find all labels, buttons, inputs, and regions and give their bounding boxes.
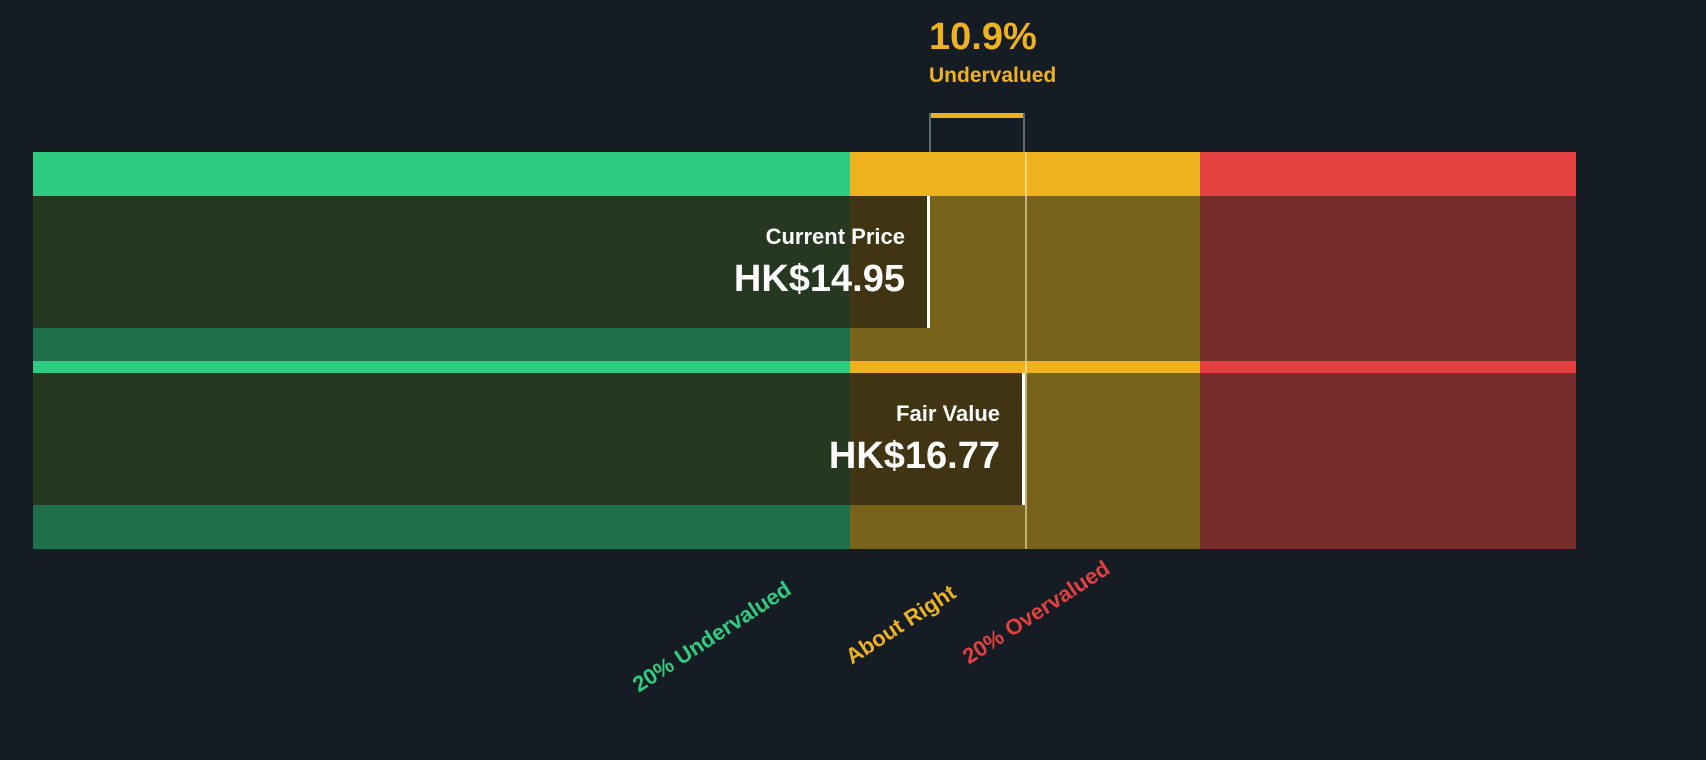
axis-label-about-right: About Right bbox=[841, 579, 961, 669]
valuation-callout: 10.9% Undervalued bbox=[929, 16, 1057, 87]
valuation-status: Undervalued bbox=[929, 64, 1057, 87]
bracket-top-bar bbox=[929, 113, 1025, 118]
fair-value-label: Fair Value bbox=[896, 401, 1000, 426]
plot-area: Current Price HK$14.95 Fair Value HK$16.… bbox=[33, 152, 1576, 549]
fair-value-guide-line bbox=[1025, 152, 1027, 549]
bracket-leg-right bbox=[1023, 113, 1025, 153]
callout-bracket bbox=[929, 113, 1025, 153]
current-price-label: Current Price bbox=[765, 224, 905, 249]
current-price-bar[interactable]: Current Price HK$14.95 bbox=[33, 196, 930, 328]
fair-value-value: HK$16.77 bbox=[828, 435, 1000, 477]
current-price-value: HK$14.95 bbox=[733, 258, 905, 300]
valuation-percent: 10.9% bbox=[929, 16, 1037, 58]
fair-value-bar[interactable]: Fair Value HK$16.77 bbox=[33, 373, 1025, 505]
axis-label-overvalued: 20% Overvalued bbox=[958, 555, 1115, 669]
axis-label-undervalued: 20% Undervalued bbox=[628, 576, 796, 697]
bracket-leg-left bbox=[929, 113, 931, 153]
